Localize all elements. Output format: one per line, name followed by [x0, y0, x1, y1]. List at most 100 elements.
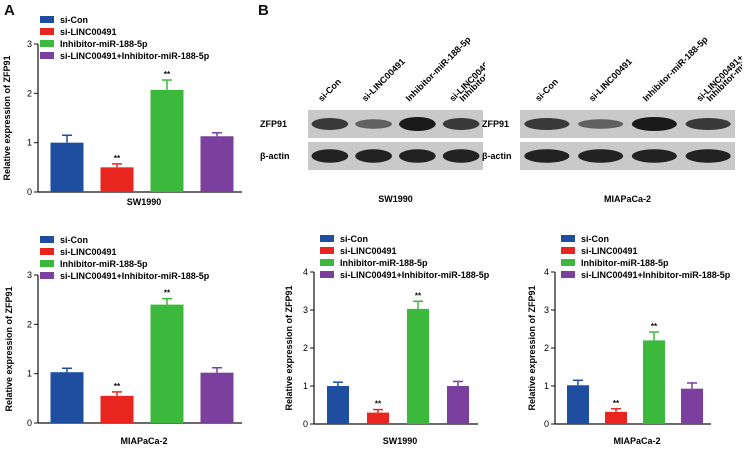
blot-band: [399, 149, 436, 163]
lane-label: si-LINC00491: [587, 56, 634, 103]
legend-label: si-LINC00491: [581, 246, 638, 256]
x-axis-label: SW1990: [383, 436, 418, 446]
legend-label: si-Con: [581, 234, 609, 244]
bar: [327, 386, 349, 424]
bar: [567, 385, 589, 424]
blot-row-label: ZFP91: [260, 119, 287, 129]
bar: [407, 308, 429, 424]
significance-mark: **: [375, 400, 382, 409]
blot-row-label: ZFP91: [482, 119, 509, 129]
bar: [50, 372, 84, 423]
x-axis-label: SW1990: [127, 197, 162, 207]
legend-swatch: [561, 235, 575, 242]
legend-swatch: [40, 272, 54, 279]
legend-label: si-LINC00491+Inhibitor-miR-188-5p: [340, 270, 490, 280]
bar: [50, 142, 84, 192]
y-tick-label: 1: [544, 381, 549, 391]
bar: [367, 412, 389, 424]
blot-row-label: β-actin: [482, 151, 512, 161]
y-axis-label: Relative expression of ZFP91: [2, 55, 12, 180]
blot-band: [399, 117, 436, 131]
y-axis-label: Relative expression of ZFP91: [284, 285, 294, 410]
blot-band: [578, 119, 624, 129]
legend-label: Inhibitor-miR-188-5p: [60, 39, 148, 49]
blot-band: [631, 149, 677, 163]
legend-label: Inhibitor-miR-188-5p: [60, 259, 148, 269]
bar-chart-sw1990-b: si-Con si-LINC00491 Inhibitor-miR-188-5p si…: [284, 234, 490, 446]
bar: [100, 167, 134, 192]
legend-swatch: [40, 260, 54, 267]
y-tick-label: 2: [303, 343, 308, 353]
y-tick-label: 4: [303, 267, 308, 277]
legend-label: si-Con: [340, 234, 368, 244]
blot-band: [311, 149, 349, 163]
y-tick-label: 1: [303, 381, 308, 391]
legend-swatch: [320, 247, 334, 254]
blot-band: [442, 149, 480, 163]
blot-band: [631, 117, 677, 131]
lane-label: si-Con: [316, 77, 343, 104]
x-axis-label: MIAPaCa-2: [120, 436, 167, 446]
lane-label: si-Con: [533, 77, 560, 104]
y-tick-label: 4: [544, 267, 549, 277]
legend-label: Inhibitor-miR-188-5p: [340, 258, 428, 268]
panel-label-b: B: [258, 2, 269, 19]
blot-row-label: β-actin: [260, 151, 290, 161]
y-axis-label: Relative expression of ZFP91: [527, 285, 537, 410]
legend-swatch: [40, 40, 54, 47]
y-tick-label: 1: [27, 138, 32, 148]
legend-swatch: [320, 259, 334, 266]
y-tick-label: 0: [303, 419, 308, 429]
significance-mark: **: [114, 154, 121, 163]
y-tick-label: 0: [27, 418, 32, 428]
blot-cell-line-label: MIAPaCa-2: [604, 194, 651, 204]
western-blot-sw1990: si-Con si-LINC00491Inhibitor-miR-188-5psi…: [260, 34, 485, 204]
legend-swatch: [320, 235, 334, 242]
y-tick-label: 3: [303, 305, 308, 315]
legend-label: si-LINC00491: [60, 247, 117, 257]
blot-band: [355, 119, 392, 129]
bar: [200, 136, 234, 192]
legend-label: Inhibitor-miR-188-5p: [581, 258, 669, 268]
legend-swatch: [320, 271, 334, 278]
bar-chart-miapaca-b: si-Con si-LINC00491 Inhibitor-miR-188-5p si…: [527, 234, 731, 446]
legend-label: si-LINC00491+Inhibitor-miR-188-5p: [581, 270, 731, 280]
y-axis-label: Relative expression of ZFP91: [4, 286, 14, 411]
bar: [447, 386, 469, 424]
blot-band: [524, 118, 570, 130]
bar: [605, 411, 627, 424]
legend-swatch: [40, 236, 54, 243]
significance-mark: **: [613, 399, 620, 408]
y-tick-label: 3: [544, 305, 549, 315]
legend-swatch: [40, 248, 54, 255]
significance-mark: **: [114, 382, 121, 391]
legend-label: si-Con: [60, 15, 88, 25]
blot-band: [442, 118, 480, 130]
y-tick-label: 0: [27, 187, 32, 197]
legend-swatch: [561, 271, 575, 278]
bar: [150, 89, 184, 192]
y-tick-label: 1: [27, 369, 32, 379]
legend-swatch: [40, 16, 54, 23]
bar: [200, 372, 234, 423]
blot-band: [524, 149, 570, 163]
legend-label: si-Con: [60, 235, 88, 245]
y-tick-label: 3: [27, 270, 32, 280]
y-tick-label: 2: [27, 88, 32, 98]
significance-mark: **: [164, 70, 171, 79]
legend-label: si-LINC00491: [60, 27, 117, 37]
bar: [150, 304, 184, 423]
blot-band: [311, 118, 349, 130]
significance-mark: **: [651, 322, 658, 331]
legend-label: si-LINC00491+Inhibitor-miR-188-5p: [60, 51, 210, 61]
legend-swatch: [561, 259, 575, 266]
blot-band: [355, 149, 392, 163]
legend-label: si-LINC00491: [340, 246, 397, 256]
y-tick-label: 2: [544, 343, 549, 353]
significance-mark: **: [415, 291, 422, 300]
bar: [643, 340, 665, 424]
bar: [681, 388, 703, 424]
y-tick-label: 2: [27, 319, 32, 329]
y-tick-label: 0: [544, 419, 549, 429]
legend-swatch: [40, 52, 54, 59]
